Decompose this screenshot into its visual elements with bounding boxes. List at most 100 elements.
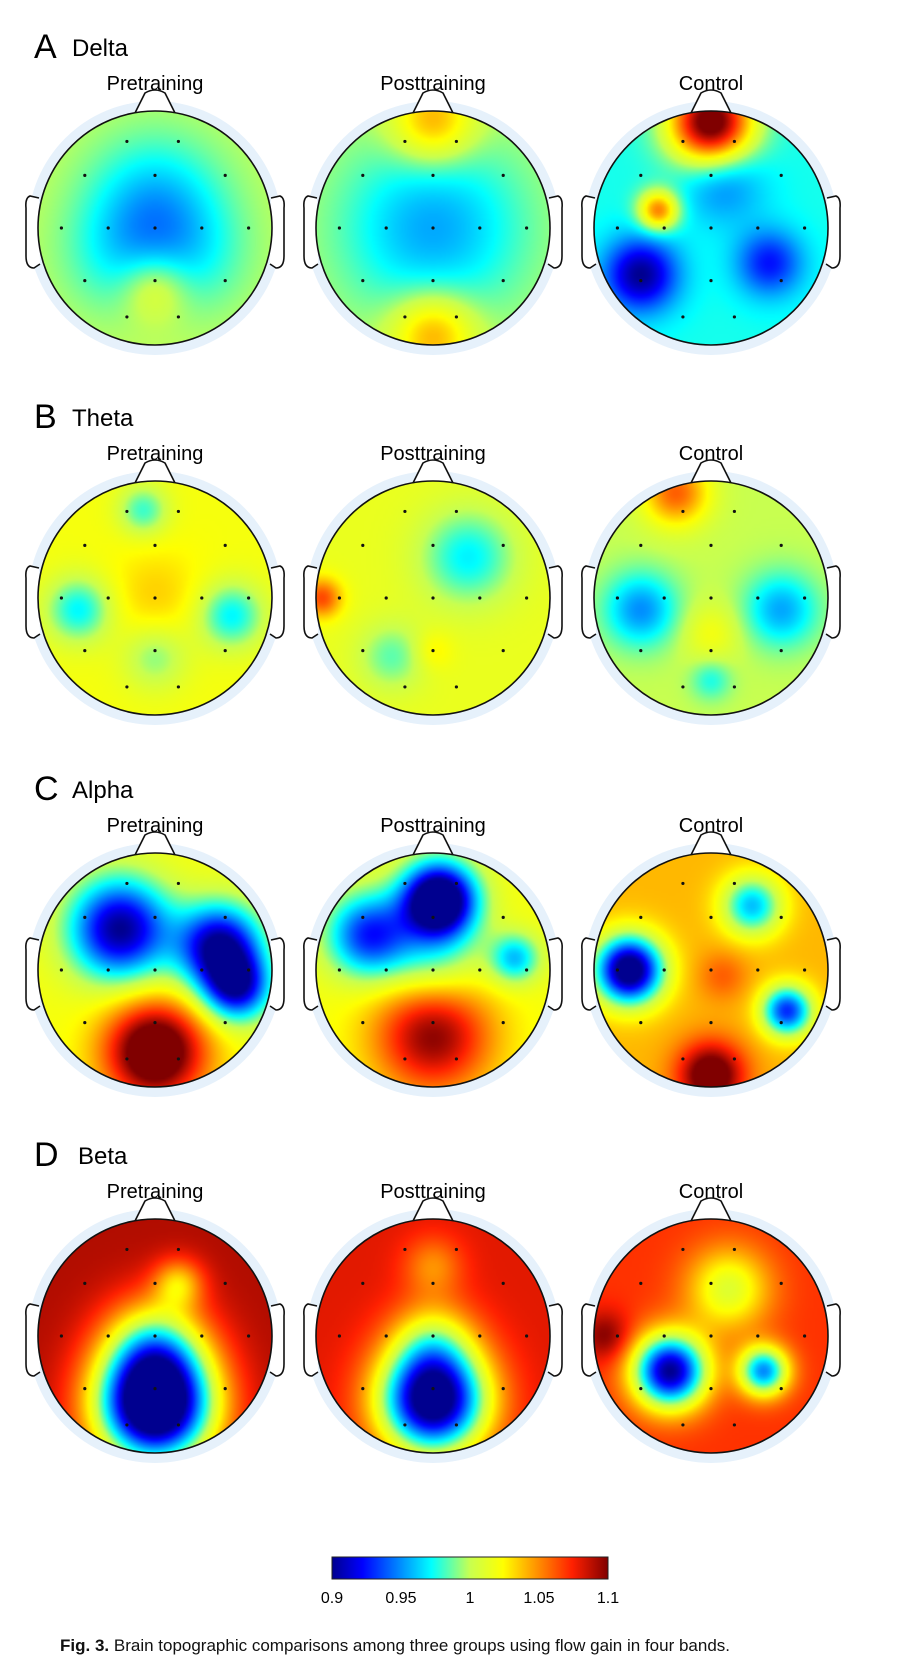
panel-b: B Theta Pretraining Posttraining Control bbox=[25, 398, 841, 725]
electrode-dot bbox=[223, 1387, 227, 1391]
head-outline bbox=[593, 480, 829, 716]
colorbar-tick-label: 1 bbox=[466, 1590, 475, 1607]
topomap-pretraining: Pretraining bbox=[25, 815, 285, 1097]
electrode-dot bbox=[431, 649, 435, 653]
left-ear-outline bbox=[25, 1303, 41, 1377]
electrode-dot bbox=[431, 543, 435, 547]
nose-outline bbox=[690, 1197, 732, 1222]
electrode-dot bbox=[431, 1387, 435, 1391]
electrode-dot bbox=[615, 226, 620, 230]
electrode-dot bbox=[223, 915, 227, 919]
electrode-dot bbox=[639, 649, 643, 653]
electrode-dot bbox=[200, 596, 204, 600]
electrode-dot bbox=[125, 509, 129, 514]
electrode-dot bbox=[176, 1247, 180, 1252]
head-outline bbox=[315, 110, 551, 346]
electrode-dot bbox=[223, 649, 227, 653]
nose-outline bbox=[412, 89, 454, 114]
electrode-dot bbox=[709, 1334, 713, 1338]
electrode-dot bbox=[779, 173, 783, 177]
colorbar-tick-label: 0.9 bbox=[321, 1590, 343, 1607]
electrode-dot bbox=[709, 649, 713, 653]
electrode-dot bbox=[501, 279, 505, 283]
electrode-dot bbox=[403, 1423, 407, 1427]
head-outline bbox=[315, 1218, 551, 1454]
electrode-dot bbox=[779, 1387, 783, 1391]
electrode-dot bbox=[223, 173, 227, 177]
nose-outline bbox=[134, 89, 176, 114]
panel-c: C Alpha Pretraining Posttraining Control bbox=[25, 770, 841, 1097]
left-ear-outline bbox=[25, 195, 41, 269]
topomap-control: Control bbox=[581, 1181, 841, 1463]
electrode-dot bbox=[247, 226, 251, 230]
electrode-dot bbox=[223, 279, 227, 283]
right-ear-outline bbox=[825, 1303, 841, 1377]
electrode-dot bbox=[639, 279, 643, 283]
electrode-dot bbox=[106, 226, 110, 230]
electrode-dot bbox=[681, 509, 685, 514]
electrode-dot bbox=[431, 279, 435, 283]
electrode-dot bbox=[176, 685, 180, 689]
electrode-dot bbox=[709, 968, 713, 972]
electrode-dot bbox=[732, 315, 737, 319]
electrode-dot bbox=[337, 226, 341, 230]
head-outline bbox=[315, 852, 551, 1088]
electrode-dot bbox=[403, 1057, 407, 1061]
electrode-dot bbox=[59, 1334, 64, 1338]
electrode-dot bbox=[403, 685, 407, 689]
electrode-dot bbox=[478, 1334, 482, 1338]
electrode-dot bbox=[501, 173, 505, 177]
electrode-dot bbox=[153, 1281, 157, 1285]
nose-outline bbox=[412, 1197, 454, 1222]
electrode-dot bbox=[732, 509, 737, 514]
right-ear-outline bbox=[825, 195, 841, 269]
left-ear-outline bbox=[303, 565, 319, 639]
colorbar-tick-label: 1.1 bbox=[597, 1590, 619, 1607]
electrode-dot bbox=[153, 1021, 157, 1025]
left-ear-outline bbox=[581, 937, 597, 1011]
right-ear-outline bbox=[269, 195, 285, 269]
electrode-dot bbox=[454, 685, 458, 689]
electrode-dot bbox=[732, 1247, 737, 1252]
electrode-dot bbox=[83, 1281, 87, 1285]
electrode-dot bbox=[200, 226, 204, 230]
electrode-dot bbox=[681, 1057, 685, 1061]
condition-label: Control bbox=[679, 815, 743, 837]
panel-band-name: Beta bbox=[78, 1143, 128, 1170]
electrode-dot bbox=[681, 685, 685, 689]
panel-letter: C bbox=[34, 770, 59, 808]
electrode-dot bbox=[403, 139, 407, 144]
electrode-dot bbox=[681, 315, 685, 319]
electrode-dot bbox=[176, 1057, 180, 1061]
electrode-dot bbox=[337, 596, 341, 600]
colorbar-tick-label: 0.95 bbox=[385, 1590, 416, 1607]
electrode-dot bbox=[384, 596, 388, 600]
nose-outline bbox=[690, 459, 732, 484]
electrode-dot bbox=[615, 596, 620, 600]
condition-label: Control bbox=[679, 1181, 743, 1203]
electrode-dot bbox=[732, 1423, 737, 1427]
electrode-dot bbox=[83, 649, 87, 653]
electrode-dot bbox=[384, 226, 388, 230]
left-ear-outline bbox=[581, 565, 597, 639]
electrode-dot bbox=[709, 1387, 713, 1391]
electrode-dot bbox=[59, 968, 64, 972]
electrode-dot bbox=[431, 596, 435, 600]
electrode-dot bbox=[454, 1247, 458, 1252]
topomap-pretraining: Pretraining bbox=[25, 443, 285, 725]
electrode-dot bbox=[756, 968, 760, 972]
electrode-dot bbox=[732, 685, 737, 689]
head-outline bbox=[37, 852, 273, 1088]
electrode-dot bbox=[639, 1281, 643, 1285]
caption-label: Fig. 3. bbox=[60, 1636, 110, 1655]
electrode-dot bbox=[431, 226, 435, 230]
electrode-dot bbox=[384, 968, 388, 972]
condition-label: Pretraining bbox=[107, 443, 204, 465]
left-ear-outline bbox=[303, 1303, 319, 1377]
electrode-dot bbox=[454, 139, 458, 144]
electrode-dot bbox=[83, 915, 87, 919]
electrode-dot bbox=[662, 226, 666, 230]
electrode-dot bbox=[247, 596, 251, 600]
condition-label: Pretraining bbox=[107, 1181, 204, 1203]
electrode-dot bbox=[709, 279, 713, 283]
